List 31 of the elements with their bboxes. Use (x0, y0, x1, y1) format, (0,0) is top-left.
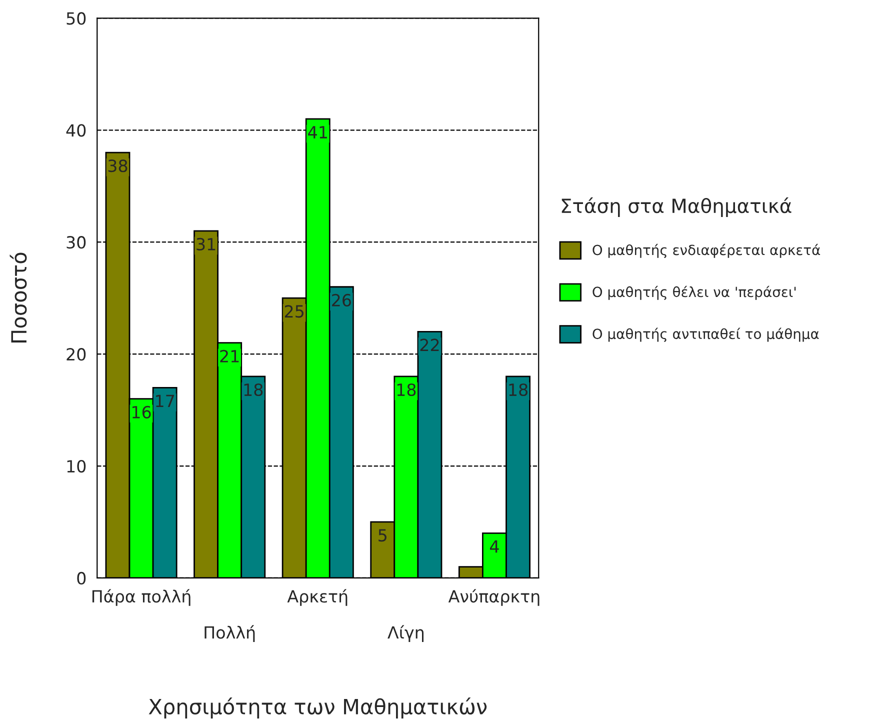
data-label: 18 (397, 383, 416, 396)
data-label: 38 (108, 160, 128, 172)
data-label: 22 (420, 338, 439, 352)
y-tick-label: 30 (66, 236, 86, 249)
y-tick-label: 40 (66, 124, 86, 137)
data-label: 18 (509, 383, 528, 396)
x-tick-label: Ανύπαρκτη (448, 589, 540, 606)
data-label: 16 (132, 406, 151, 418)
data-label: 25 (284, 305, 304, 318)
y-tick-label: 20 (66, 348, 86, 361)
legend-label: Ο μαθητής ενδιαφέρεται αρκετά (592, 244, 820, 258)
data-label: 41 (308, 126, 327, 138)
data-label: 17 (156, 394, 174, 408)
legend-label: Ο μαθητής θέλει να 'περάσει' (592, 286, 796, 300)
data-label: 21 (220, 350, 239, 362)
data-label: 18 (244, 383, 263, 396)
y-tick-label: 10 (67, 460, 86, 473)
x-tick-label: Πολλή (204, 625, 255, 642)
y-tick-label: 50 (66, 12, 86, 25)
data-label: 5 (378, 529, 386, 542)
data-label: 26 (332, 294, 351, 306)
y-axis-title: Ποσοστό (10, 252, 27, 342)
x-axis-title: Χρησιμότητα των Μαθηματικών (148, 698, 487, 719)
x-tick-label: Αρκετή (287, 589, 348, 606)
x-tick-label: Πάρα πολλή (92, 589, 190, 606)
data-label: 31 (196, 238, 216, 251)
x-tick-label: Λίγη (388, 625, 424, 642)
legend-label: Ο μαθητής αντιπαθεί το μάθημα (592, 328, 819, 342)
legend-title: Στάση στα Μαθηματικά (562, 197, 792, 217)
data-label: 4 (490, 540, 499, 553)
y-tick-label: 0 (77, 572, 86, 585)
